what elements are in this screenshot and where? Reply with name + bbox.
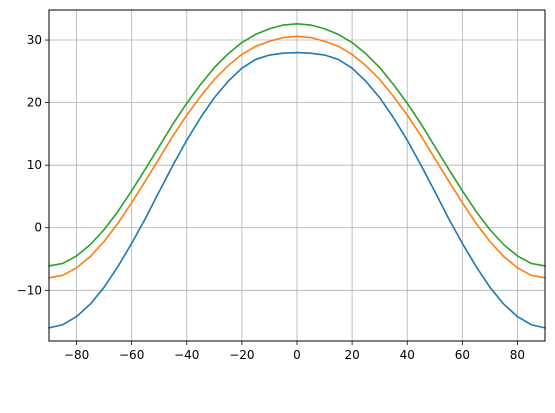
series-line-1 [48, 51, 546, 329]
series-line-3 [48, 22, 546, 267]
x-tick-label: 0 [293, 348, 301, 362]
y-tick-label: 30 [27, 33, 42, 47]
x-tick-label: −80 [64, 348, 89, 362]
series-lines [48, 22, 546, 329]
x-tick-label: 20 [344, 348, 359, 362]
series-line-2 [48, 35, 546, 279]
x-tick-label: −60 [119, 348, 144, 362]
grid-lines [49, 10, 545, 341]
x-tick-label: 60 [455, 348, 470, 362]
x-axis: −80 −60 −40 −20 0 20 40 60 80 [64, 341, 525, 362]
y-tick-label: 10 [27, 158, 42, 172]
y-tick-label: 20 [27, 96, 42, 110]
x-tick-label: −40 [174, 348, 199, 362]
y-tick-label: 0 [34, 221, 42, 235]
x-tick-label: −20 [229, 348, 254, 362]
x-tick-label: 40 [400, 348, 415, 362]
y-tick-label: −10 [17, 283, 42, 297]
x-tick-label: 80 [510, 348, 525, 362]
y-axis: −10 0 10 20 30 [17, 33, 49, 297]
